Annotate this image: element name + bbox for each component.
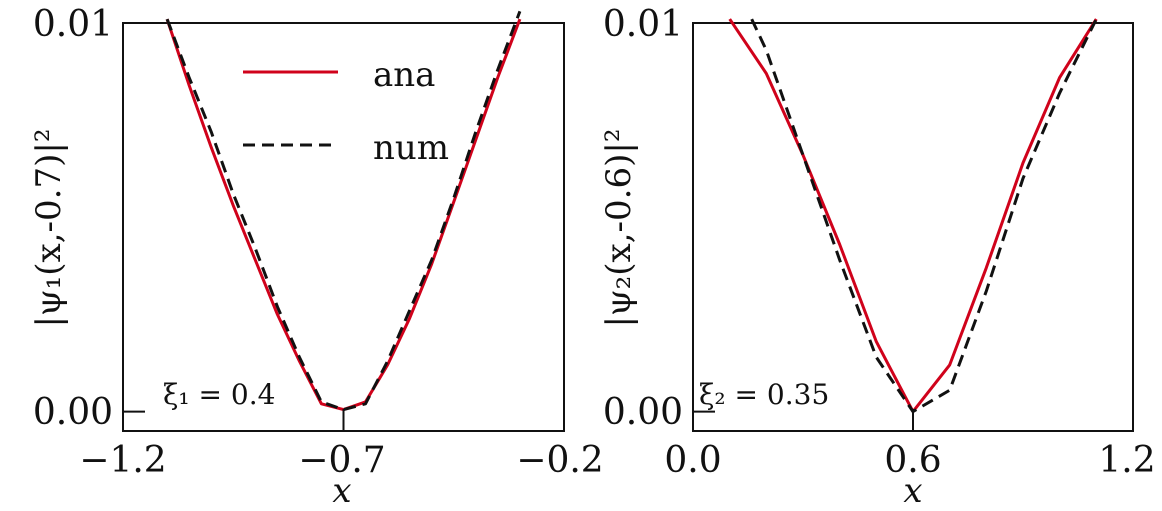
annotation-xi2: ξ₂ = 0.35	[699, 378, 829, 411]
legend: ana num	[243, 55, 449, 168]
series-line-ana-right	[728, 18, 1098, 414]
xtick-label-left-1: −1.2	[79, 440, 166, 481]
xtick-label-left-3: −0.2	[516, 440, 603, 481]
xtick-label-right-2: 0.6	[884, 440, 941, 481]
x-axis-title-left: x	[332, 471, 351, 507]
xtick-label-left-2: −0.7	[298, 440, 385, 481]
ytick-label-bottom-right: 0.00	[603, 392, 683, 433]
ytick-label-bottom-left: 0.00	[33, 392, 113, 433]
plot-frame-right	[692, 22, 1134, 432]
series-line-num-left	[165, 10, 522, 412]
x-axis-title-right: x	[903, 471, 922, 507]
legend-label-ana: ana	[373, 55, 435, 95]
ytick-label-top-right: 0.01	[603, 4, 683, 45]
y-axis-title-right: |ψ₂(x,-0.6)|²	[599, 129, 639, 328]
y-axis-title-left: |ψ₁(x,-0.7)|²	[29, 129, 69, 328]
series-layer-right	[728, 18, 1098, 414]
annotation-xi1: ξ₁ = 0.4	[163, 378, 275, 411]
series-line-ana-left	[165, 18, 522, 412]
panel-right: 0.01 0.00 0.0 0.6 1.2 x |ψ₂(x,-0.6)|² ξ₂…	[599, 4, 1156, 511]
xtick-label-right-3: 1.2	[1098, 440, 1155, 481]
tick-layer-right	[692, 22, 1134, 431]
series-layer-left	[165, 10, 522, 412]
ytick-label-top-left: 0.01	[33, 4, 113, 45]
legend-label-num: num	[373, 128, 449, 168]
xtick-label-right-1: 0.0	[664, 440, 721, 481]
panel-left: 0.01 0.00 −1.2 −0.7 −0.2 x |ψ₁(x,-0.7)|²…	[29, 4, 604, 511]
series-line-num-right	[750, 18, 1098, 414]
tick-layer-left	[122, 22, 565, 431]
